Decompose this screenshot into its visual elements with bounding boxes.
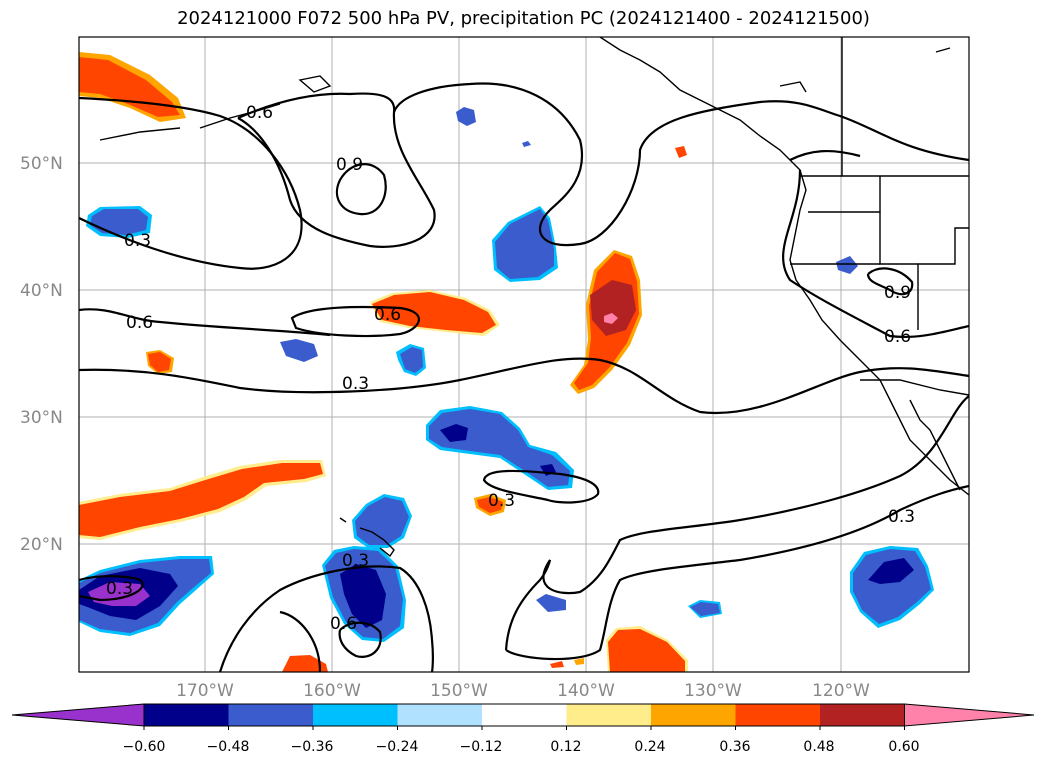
lon-label: 170°W: [176, 681, 234, 701]
lat-label: 50°N: [20, 154, 63, 174]
contour-label: 0.3: [342, 551, 369, 571]
colorbar-tick: 0.12: [550, 739, 581, 755]
colorbar-segment: [735, 704, 821, 726]
lat-label: 40°N: [20, 281, 63, 301]
colorbar-ticks: −0.60 −0.48 −0.36 −0.24 −0.12 0.12 0.24 …: [123, 739, 920, 755]
colorbar-segment: [397, 704, 483, 726]
lon-label: 120°W: [812, 681, 870, 701]
map-title: 2024121000 F072 500 hPa PV, precipitatio…: [177, 8, 870, 29]
colorbar-segment: [11, 703, 145, 727]
contour-label: 0.3: [124, 231, 151, 251]
contour-label: 0.9: [336, 155, 363, 175]
colorbar-tick: 0.60: [888, 739, 919, 755]
colorbar-tick: −0.12: [460, 739, 503, 755]
colorbar-segment: [228, 704, 314, 726]
contour-label: 0.6: [246, 103, 273, 123]
map-area: [79, 37, 969, 672]
contour-label: 0.3: [342, 374, 369, 394]
lon-label: 140°W: [557, 681, 615, 701]
contour-label: 0.9: [884, 283, 911, 303]
lon-label: 130°W: [684, 681, 742, 701]
longitude-labels: 170°W 160°W 150°W 140°W 130°W 120°W: [176, 681, 870, 701]
colorbar-segment: [566, 704, 652, 726]
contour-label: 0.6: [884, 327, 911, 347]
map-frame: [78, 36, 970, 673]
contour-label: 0.3: [106, 579, 133, 599]
colorbar-segment: [904, 703, 1035, 727]
colorbar-tick: −0.36: [291, 739, 334, 755]
colorbar-tick: 0.24: [634, 739, 665, 755]
lat-label: 20°N: [20, 535, 63, 555]
gridlines: [79, 37, 969, 672]
colorbar-segment: [820, 704, 905, 726]
colorbar-segment: [144, 704, 229, 726]
colorbar-tick: −0.24: [376, 739, 419, 755]
colorbar-tick: 0.36: [719, 739, 750, 755]
latitude-labels: 50°N 40°N 30°N 20°N: [20, 154, 63, 555]
contour-labels: 0.6 0.9 0.3 0.6 0.6 0.3 0.3 0.3 0.6 0.3 …: [106, 103, 915, 634]
colorbar-outline: [143, 703, 905, 727]
contour-label: 0.6: [126, 313, 153, 333]
coastlines: [99, 37, 969, 558]
colorbar-segment: [313, 704, 398, 726]
lon-label: 160°W: [303, 681, 361, 701]
colorbar-segment: [482, 704, 567, 726]
pv-contours: [79, 82, 969, 672]
contour-label: 0.6: [374, 305, 401, 325]
colorbar: [11, 703, 1035, 730]
lon-label: 150°W: [430, 681, 488, 701]
colorbar-tick: −0.48: [207, 739, 250, 755]
lat-label: 30°N: [20, 408, 63, 428]
colorbar-tick: −0.60: [123, 739, 166, 755]
contour-label: 0.6: [330, 614, 357, 634]
colorbar-tick: 0.48: [803, 739, 834, 755]
colorbar-segment: [651, 704, 736, 726]
contour-label: 0.3: [888, 507, 915, 527]
contour-label: 0.3: [488, 491, 515, 511]
